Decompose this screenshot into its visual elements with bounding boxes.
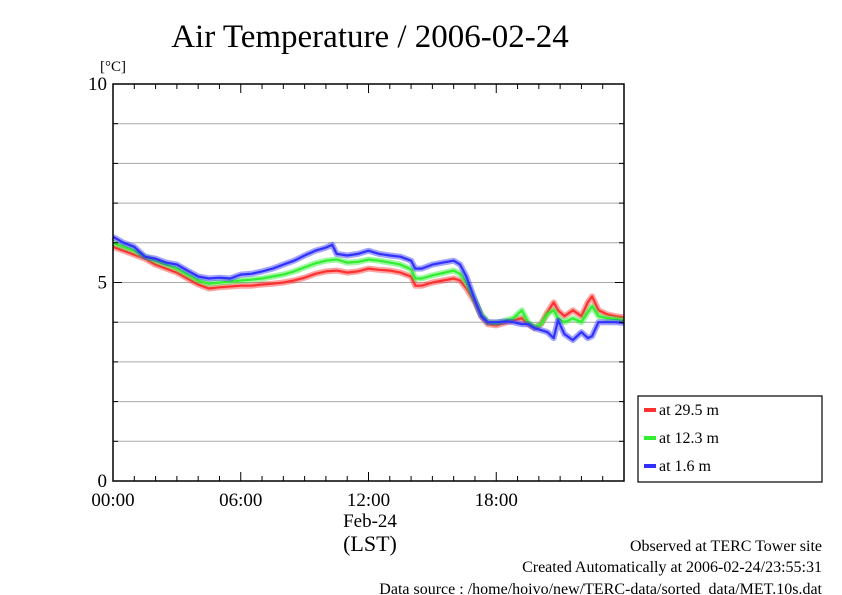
- footer-site: Observed at TERC Tower site: [630, 538, 822, 555]
- x-tick-label: 00:00: [91, 490, 134, 511]
- y-tick-label: 10: [88, 74, 107, 95]
- x-tick-label: 18:00: [475, 490, 518, 511]
- legend-entry: at 1.6 m: [659, 458, 712, 475]
- y-axis-unit: [°C]: [100, 59, 126, 75]
- x-tick-label: 12:00: [347, 490, 390, 511]
- axis-ticks: 0 5 10 00:00 06:00 12:00 18:00: [88, 74, 625, 511]
- legend-box: [637, 395, 823, 483]
- legend-entry: at 29.5 m: [659, 402, 720, 419]
- legend-entry: at 12.3 m: [659, 430, 720, 447]
- series-line: [112, 235, 625, 342]
- y-tick-label: 0: [98, 471, 108, 492]
- series-line-halo: [111, 234, 625, 344]
- series-lines: [111, 234, 625, 344]
- series-line: [112, 241, 625, 329]
- gridlines: [113, 123, 624, 442]
- y-tick-label: 5: [98, 273, 108, 294]
- series-line: [112, 245, 625, 330]
- footer-source: Data source : /home/hoivo/new/TERC-data/…: [379, 581, 822, 595]
- x-axis-date-label: Feb-24: [343, 511, 397, 532]
- footer-created: Created Automatically at 2006-02-24/23:5…: [522, 559, 822, 576]
- legend: at 29.5 m at 12.3 m at 1.6 m: [637, 395, 823, 483]
- chart-title: Air Temperature / 2006-02-24: [171, 19, 569, 55]
- x-tick-label: 06:00: [219, 490, 262, 511]
- x-axis-label: (LST): [343, 531, 397, 556]
